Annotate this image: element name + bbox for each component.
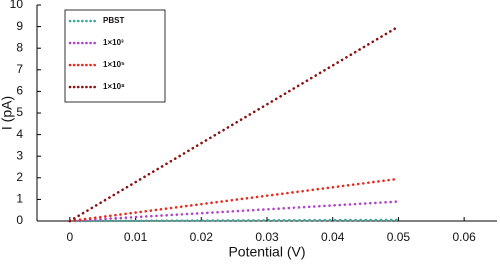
legend-label: PBST (103, 16, 124, 25)
x-tick-label: 0.06 (452, 230, 476, 244)
data-line (68, 200, 400, 223)
legend-label: 1×10⁸ (103, 82, 125, 91)
y-tick-label: 10 (10, 0, 24, 11)
x-tick-label: 0.01 (124, 230, 148, 244)
y-tick-label: 4 (16, 127, 23, 141)
legend-label: 1×10³ (103, 38, 124, 47)
legend: PBST 1×10³ 1×10⁵ 1×10⁸ (64, 9, 166, 103)
x-tick-label: 0.04 (321, 230, 345, 244)
y-tick-label: 9 (16, 19, 23, 33)
y-tick-label: 6 (16, 84, 23, 98)
data-line (68, 218, 400, 223)
y-tick-label: 8 (16, 40, 23, 54)
y-tick-label: 5 (16, 105, 23, 119)
x-tick-label: 0 (67, 230, 74, 244)
y-tick-label: 1 (16, 192, 23, 206)
legend-label: 1×10⁵ (103, 60, 125, 69)
x-tick-label: 0.02 (190, 230, 214, 244)
data-line (68, 177, 400, 223)
y-tick-label: 2 (16, 170, 23, 184)
y-tick-label: 0 (16, 213, 23, 227)
y-tick-label: 3 (16, 148, 23, 162)
y-axis-label: I (pA) (0, 96, 15, 130)
x-axis-label: Potential (V) (228, 244, 305, 260)
y-tick-label: 7 (16, 62, 23, 76)
x-tick-label: 0.03 (255, 230, 279, 244)
x-tick-label: 0.05 (387, 230, 411, 244)
